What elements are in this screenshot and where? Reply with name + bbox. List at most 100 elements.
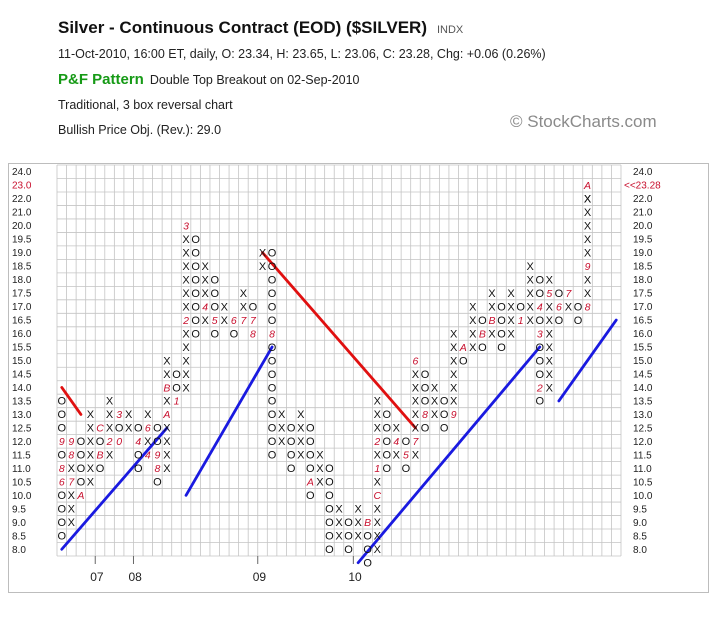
o-box: O <box>77 463 86 475</box>
month-mark: B <box>479 328 486 340</box>
o-box: O <box>57 531 66 543</box>
x-box: X <box>527 274 535 286</box>
o-box: O <box>134 463 143 475</box>
month-mark: 6 <box>231 315 237 327</box>
x-box: X <box>182 328 190 340</box>
o-box: O <box>287 436 296 448</box>
o-box: O <box>440 409 449 421</box>
y-tick-label: 9.5 <box>12 504 26 515</box>
x-box: X <box>144 436 152 448</box>
month-mark: 7 <box>250 315 257 327</box>
y-tick-label: 18.5 <box>12 262 32 273</box>
x-box: X <box>278 436 286 448</box>
x-box: X <box>201 315 209 327</box>
o-box: O <box>77 477 86 489</box>
symbol-tag: INDX <box>436 24 464 36</box>
x-box: X <box>259 261 267 273</box>
x-box: X <box>106 396 114 408</box>
x-box: X <box>488 301 496 313</box>
o-box: O <box>57 490 66 502</box>
y-tick-label: 16.0 <box>633 329 653 340</box>
o-box: O <box>421 369 430 381</box>
x-box: X <box>163 396 171 408</box>
month-mark: 7 <box>240 315 247 327</box>
month-mark: 5 <box>546 288 552 300</box>
o-box: O <box>535 288 544 300</box>
o-box: O <box>497 301 506 313</box>
x-box: X <box>546 342 554 354</box>
support-trendline <box>60 426 169 551</box>
y-tick-label: 12.0 <box>12 437 32 448</box>
o-box: O <box>325 490 334 502</box>
o-box: O <box>96 436 105 448</box>
x-box: X <box>431 396 439 408</box>
month-mark: 9 <box>59 436 65 448</box>
o-box: O <box>268 315 277 327</box>
month-mark: A <box>306 477 314 489</box>
x-box: X <box>335 531 343 543</box>
x-box: X <box>374 450 382 462</box>
o-box: O <box>57 450 66 462</box>
y-tick-label: 11.0 <box>633 464 652 475</box>
x-box: X <box>507 315 515 327</box>
o-box: O <box>77 450 86 462</box>
o-box: O <box>306 490 315 502</box>
chart-title: Silver - Continuous Contract (EOD) ($SIL… <box>58 18 463 38</box>
month-mark: C <box>373 490 381 502</box>
x-box: X <box>182 342 190 354</box>
x-box: X <box>546 355 554 367</box>
y-tick-label: 10.0 <box>633 491 653 502</box>
month-mark: A <box>459 342 467 354</box>
x-box: X <box>507 328 515 340</box>
month-mark: 3 <box>537 328 543 340</box>
o-box: O <box>306 423 315 435</box>
y-tick-label: 17.5 <box>633 289 653 300</box>
o-box: O <box>57 517 66 529</box>
y-tick-label: 12.0 <box>633 437 653 448</box>
x-box: X <box>297 409 305 421</box>
resistance-trendline <box>261 251 417 430</box>
y-tick-label: 8.0 <box>633 545 647 556</box>
x-box: X <box>584 207 592 219</box>
x-box: X <box>469 301 477 313</box>
y-tick-label: 9.5 <box>633 504 647 515</box>
x-box: X <box>68 504 76 516</box>
x-box: X <box>68 490 76 502</box>
x-box: X <box>546 274 554 286</box>
month-mark: 4 <box>145 450 151 462</box>
x-box: X <box>431 382 439 394</box>
month-mark: 6 <box>413 355 419 367</box>
x-box: X <box>412 382 420 394</box>
o-box: O <box>134 423 143 435</box>
x-box: X <box>354 504 362 516</box>
month-mark: 5 <box>403 450 409 462</box>
x-box: X <box>163 355 171 367</box>
x-box: X <box>182 234 190 246</box>
o-box: O <box>210 274 219 286</box>
y-tick-label: 22.0 <box>633 194 653 205</box>
o-box: O <box>306 463 315 475</box>
y-tick-label: 15.0 <box>12 356 32 367</box>
o-box: O <box>191 274 200 286</box>
y-tick-label: 24.0 <box>12 167 32 178</box>
y-tick-label: 18.0 <box>633 275 653 286</box>
x-box: X <box>584 234 592 246</box>
y-tick-label: 21.0 <box>12 208 32 219</box>
y-tick-label: 20.0 <box>12 221 32 232</box>
pattern-label[interactable]: P&F Pattern <box>58 71 144 88</box>
y-tick-label: 18.0 <box>12 275 32 286</box>
pattern-line: P&F Pattern Double Top Breakout on 02-Sep… <box>58 71 360 88</box>
month-mark: B <box>97 450 104 462</box>
month-mark: 5 <box>212 315 218 327</box>
resistance-trendline <box>60 386 83 416</box>
o-box: O <box>421 423 430 435</box>
o-box: O <box>249 301 258 313</box>
o-box: O <box>191 301 200 313</box>
x-box: X <box>163 423 171 435</box>
x-box: X <box>450 382 458 394</box>
month-mark: 8 <box>59 463 65 475</box>
x-box: X <box>106 423 114 435</box>
o-box: O <box>210 301 219 313</box>
x-box: X <box>374 396 382 408</box>
o-box: O <box>402 463 411 475</box>
